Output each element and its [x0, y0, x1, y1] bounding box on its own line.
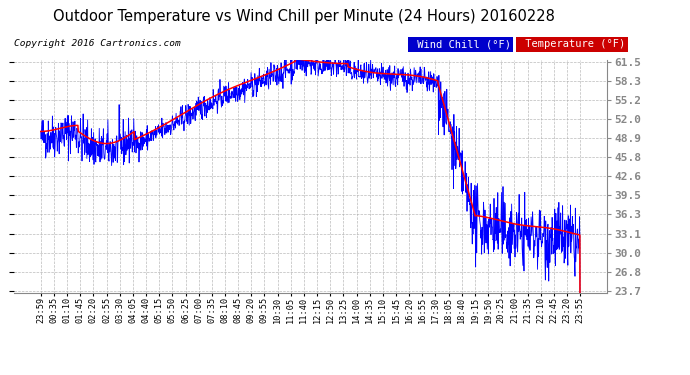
Text: Temperature (°F): Temperature (°F) — [519, 39, 625, 50]
Text: Wind Chill (°F): Wind Chill (°F) — [411, 39, 511, 50]
Text: Copyright 2016 Cartronics.com: Copyright 2016 Cartronics.com — [14, 39, 181, 48]
Text: Outdoor Temperature vs Wind Chill per Minute (24 Hours) 20160228: Outdoor Temperature vs Wind Chill per Mi… — [52, 9, 555, 24]
